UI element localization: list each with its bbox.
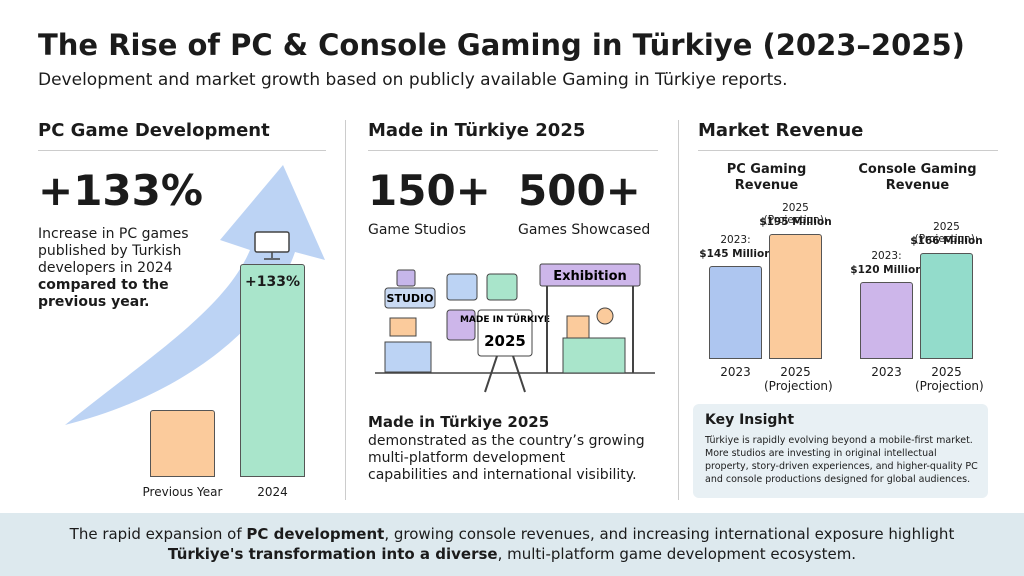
text: Increase in PC games published by Turkis… [38, 226, 189, 276]
stat-label: Game Studios [368, 222, 467, 238]
value-caption: 2025 (Projection): [763, 202, 828, 227]
caption: demonstrated as the country’s growing mu… [368, 433, 645, 483]
sign-year: 2025 [484, 332, 526, 350]
description: Increase in PC games published by Turkis… [38, 226, 213, 311]
insight-text: Türkiye is rapidly evolving beyond a mob… [705, 435, 978, 485]
value-label: $166 Million [910, 234, 983, 247]
exhibition-label: Exhibition [553, 269, 627, 284]
category-label: 2023 [720, 365, 751, 379]
section-heading: Market Revenue [698, 120, 864, 141]
category-label: Previous Year [142, 485, 223, 499]
category-label: 2025 (Projection) [764, 365, 833, 393]
footer-text: The rapid expansion of PC development, g… [30, 524, 994, 564]
value-label: $120 Million [850, 264, 923, 277]
monitor-icon [254, 231, 290, 260]
rule [368, 150, 658, 151]
bar [920, 252, 973, 359]
stat-label: Games Showcased [518, 222, 651, 238]
category-label: 2023 [871, 365, 902, 379]
text-bold: compared to the previous year. [38, 277, 169, 310]
stat: +133% [38, 166, 203, 215]
stat-value: 150+ [368, 166, 491, 215]
rule [698, 150, 998, 151]
insight-box: Key Insight Türkiye is rapidly evolving … [693, 404, 988, 498]
chart-title: Console Gaming Revenue [858, 162, 977, 193]
category-label: 2025 (Projection) [915, 365, 984, 393]
text: , growing console revenues, and increasi… [384, 525, 955, 543]
rule [38, 150, 326, 151]
caption-title: Made in Türkiye 2025 [368, 413, 550, 431]
text-bold: PC development [246, 525, 385, 543]
growth-arrow [65, 165, 325, 425]
sign-text: MADE IN TÜRKIYE [460, 314, 550, 325]
text: , multi-platform game development ecosys… [497, 545, 857, 563]
section-heading: PC Game Development [38, 120, 270, 141]
value-label: $145 Million [699, 248, 772, 261]
value-label: $195 Million [759, 216, 832, 229]
divider [345, 120, 346, 500]
footer-band: The rapid expansion of PC development, g… [0, 513, 1024, 576]
bar [769, 234, 822, 359]
stat-value: 500+ [518, 166, 641, 215]
arrow-shape [65, 165, 325, 425]
title: The Rise of PC & Console Gaming in Türki… [38, 28, 965, 62]
value-caption: 2025 (Projection): [914, 220, 979, 245]
bar [709, 266, 762, 359]
value-caption: 2023: [871, 250, 902, 263]
bar-label: +133% [245, 274, 300, 290]
bar [150, 410, 215, 477]
text: The rapid expansion of [69, 525, 247, 543]
category-label: 2024 [257, 485, 288, 499]
subtitle: Development and market growth based on p… [38, 70, 788, 90]
chart-title: PC Gaming Revenue [726, 162, 807, 193]
value-caption: 2023: [720, 234, 751, 247]
bar [240, 264, 305, 477]
text-bold: Türkiye's transformation into a diverse [167, 545, 498, 563]
insight-title: Key Insight [705, 412, 795, 428]
divider [678, 120, 679, 500]
section-heading: Made in Türkiye 2025 [368, 120, 586, 141]
studio-label: STUDIO [387, 292, 434, 305]
expo-illustration: STUDIO MADE IN TÜRKIYE 2025 Exhibition [375, 263, 655, 393]
bar [860, 282, 913, 359]
